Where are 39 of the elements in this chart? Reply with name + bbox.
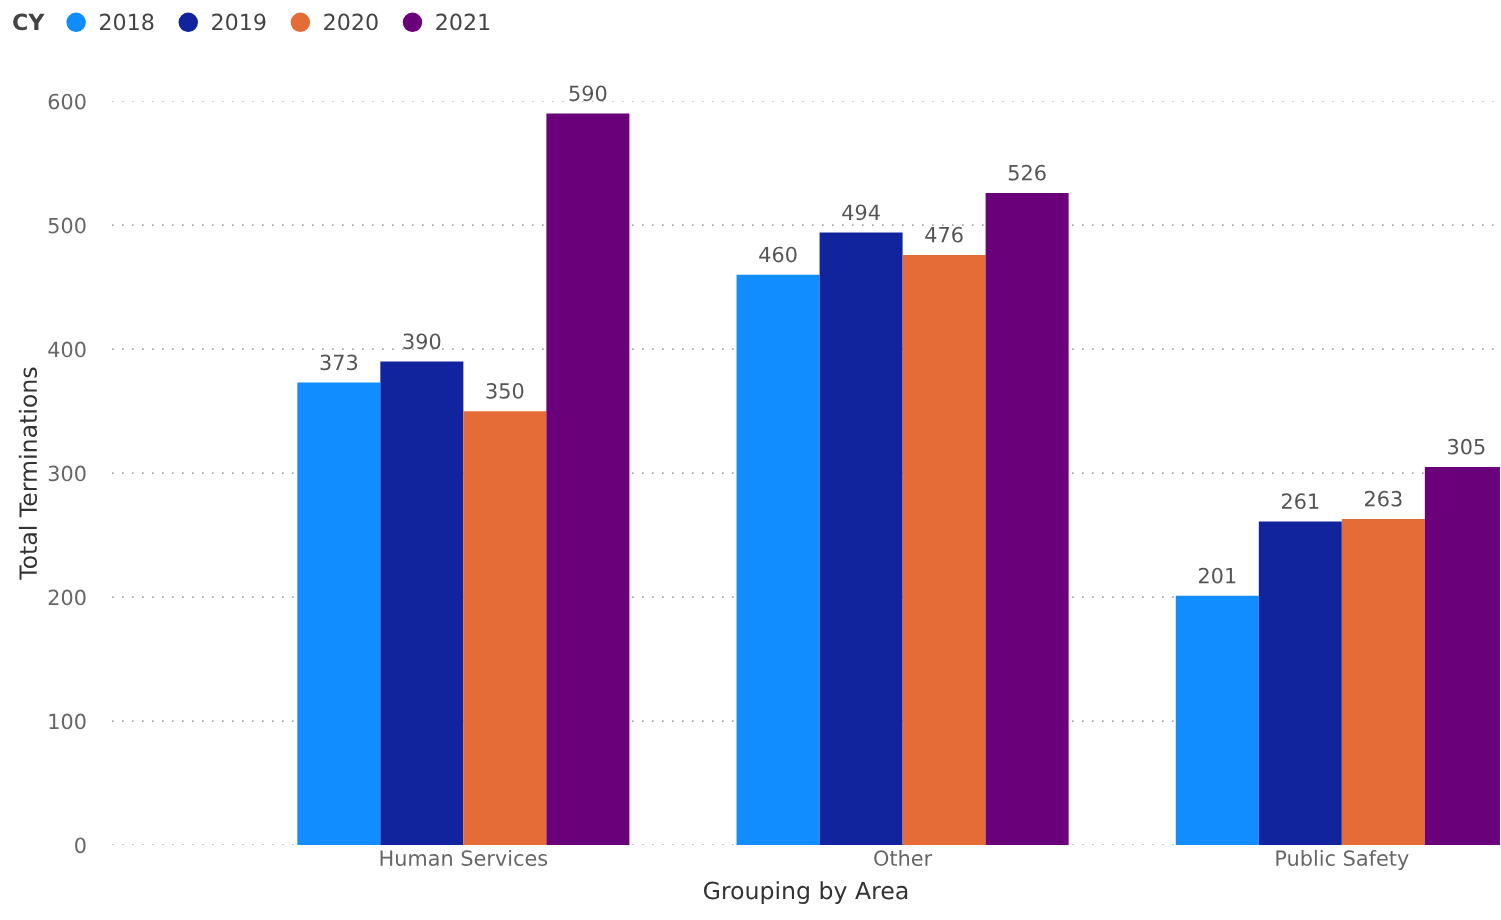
bar (380, 361, 464, 846)
y-tick-label: 0 (75, 837, 86, 854)
bar (546, 113, 630, 846)
bar (463, 411, 547, 846)
y-axis-title: Total Terminations (18, 367, 38, 580)
x-tick-label: Public Safety (1276, 849, 1409, 871)
bar (1258, 521, 1342, 846)
data-label: 476 (925, 226, 963, 243)
bar (819, 232, 903, 846)
data-label: 590 (569, 85, 607, 102)
data-label: 526 (1008, 164, 1046, 181)
legend-title: CY (13, 13, 45, 31)
bar (1175, 595, 1259, 846)
y-tick-label: 300 (48, 465, 86, 482)
data-label: 350 (486, 383, 524, 399)
data-label: 201 (1198, 567, 1236, 584)
data-label: 494 (842, 204, 880, 221)
y-tick-label: 500 (48, 217, 86, 234)
legend-label: 2018 (99, 13, 154, 31)
bar (902, 254, 986, 846)
legend-label: 2019 (212, 13, 266, 31)
legend-label: 2020 (324, 13, 378, 31)
y-tick-label: 200 (48, 589, 86, 606)
legend-label: 2021 (436, 13, 490, 31)
bar (985, 192, 1069, 846)
y-tick-label: 100 (49, 713, 86, 730)
y-tick-label: 400 (48, 341, 86, 358)
x-tick-label: Other (874, 849, 933, 867)
y-tick-label: 600 (48, 93, 86, 110)
data-label: 261 (1281, 493, 1319, 510)
x-tick-label: Human Services (380, 849, 548, 867)
data-label: 373 (320, 354, 358, 371)
data-label: 305 (1448, 438, 1485, 455)
bar (736, 274, 820, 846)
x-axis-title: Grouping by Area (703, 881, 908, 905)
bar (297, 382, 381, 846)
data-label: 263 (1364, 490, 1402, 507)
data-label: 460 (759, 246, 797, 263)
data-label: 390 (403, 333, 441, 350)
